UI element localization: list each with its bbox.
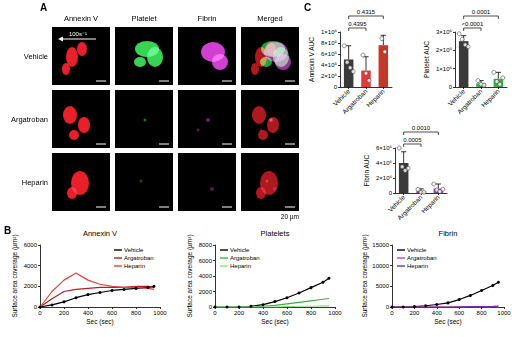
svg-text:Vehicle: Vehicle bbox=[124, 247, 144, 253]
svg-text:400: 400 bbox=[83, 310, 94, 316]
svg-text:1000: 1000 bbox=[153, 310, 167, 316]
svg-text:600: 600 bbox=[107, 310, 118, 316]
svg-text:0: 0 bbox=[334, 84, 338, 90]
svg-text:0: 0 bbox=[389, 190, 393, 196]
svg-text:Heparin: Heparin bbox=[365, 87, 387, 109]
svg-text:2000: 2000 bbox=[24, 283, 38, 289]
svg-text:Surface area coverage (µm²): Surface area coverage (µm²) bbox=[186, 234, 194, 317]
svg-text:Merged: Merged bbox=[257, 14, 282, 23]
svg-text:600: 600 bbox=[282, 310, 293, 316]
svg-text:1×10⁶: 1×10⁶ bbox=[436, 66, 453, 72]
svg-text:2×10⁶: 2×10⁶ bbox=[376, 175, 393, 181]
svg-text:15000: 15000 bbox=[372, 242, 389, 248]
svg-text:Sec (sec): Sec (sec) bbox=[86, 318, 113, 326]
svg-text:Vehicle: Vehicle bbox=[24, 52, 48, 61]
svg-text:Heparin: Heparin bbox=[124, 263, 145, 269]
svg-text:20 µm: 20 µm bbox=[281, 213, 299, 221]
svg-text:Vehicle: Vehicle bbox=[446, 87, 467, 108]
svg-text:Vehicle: Vehicle bbox=[331, 87, 352, 108]
svg-text:0: 0 bbox=[390, 310, 394, 316]
svg-text:Fibrin: Fibrin bbox=[439, 229, 458, 238]
svg-text:2×10⁶: 2×10⁶ bbox=[436, 47, 453, 53]
svg-text:4×10⁶: 4×10⁶ bbox=[376, 160, 393, 166]
svg-text:2000: 2000 bbox=[199, 289, 213, 295]
svg-text:4000: 4000 bbox=[199, 273, 213, 279]
svg-text:Vehicle: Vehicle bbox=[407, 247, 427, 253]
svg-text:8×10⁵: 8×10⁵ bbox=[321, 40, 338, 46]
svg-text:Annexin V: Annexin V bbox=[64, 14, 98, 23]
svg-text:1000: 1000 bbox=[497, 310, 511, 316]
svg-text:Surface area coverage (µm²): Surface area coverage (µm²) bbox=[11, 234, 19, 317]
svg-text:Annexin V: Annexin V bbox=[83, 229, 117, 238]
svg-text:0: 0 bbox=[38, 310, 42, 316]
svg-text:Platelet AUC: Platelet AUC bbox=[423, 41, 430, 78]
svg-text:Sec (sec): Sec (sec) bbox=[261, 318, 288, 326]
svg-text:200: 200 bbox=[59, 310, 70, 316]
svg-text:Argatroban: Argatroban bbox=[407, 255, 437, 261]
svg-text:100s⁻¹: 100s⁻¹ bbox=[69, 31, 87, 37]
svg-text:200: 200 bbox=[234, 310, 245, 316]
svg-text:0: 0 bbox=[449, 84, 453, 90]
svg-text:Argatroban: Argatroban bbox=[11, 115, 48, 124]
svg-text:0.4315: 0.4315 bbox=[357, 9, 376, 15]
svg-text:600: 600 bbox=[454, 310, 465, 316]
svg-text:Fibrin AUC: Fibrin AUC bbox=[363, 154, 370, 186]
svg-text:Platelet: Platelet bbox=[131, 14, 157, 23]
svg-text:6×10⁶: 6×10⁶ bbox=[376, 145, 393, 151]
svg-text:3×10⁶: 3×10⁶ bbox=[436, 29, 453, 35]
svg-text:2×10⁵: 2×10⁵ bbox=[321, 73, 338, 79]
svg-text:0: 0 bbox=[386, 304, 390, 310]
svg-text:0.4395: 0.4395 bbox=[348, 21, 367, 27]
svg-text:Argatroban: Argatroban bbox=[124, 255, 154, 261]
svg-text:Surface area coverage (µm²): Surface area coverage (µm²) bbox=[361, 234, 369, 317]
svg-text:Vehicle: Vehicle bbox=[230, 247, 250, 253]
svg-text:Platelets: Platelets bbox=[261, 229, 290, 238]
svg-text:10000: 10000 bbox=[372, 263, 389, 269]
svg-text:Argatroban: Argatroban bbox=[341, 87, 370, 116]
svg-text:Heparin: Heparin bbox=[420, 193, 442, 215]
svg-text:Heparin: Heparin bbox=[480, 87, 502, 109]
svg-text:Argatroban: Argatroban bbox=[456, 87, 485, 116]
svg-text:Argatroban: Argatroban bbox=[396, 193, 425, 222]
svg-text:0.0005: 0.0005 bbox=[403, 137, 422, 143]
svg-text:1×10⁶: 1×10⁶ bbox=[321, 29, 338, 35]
svg-text:Fibrin: Fibrin bbox=[198, 14, 217, 23]
svg-text:Heparin: Heparin bbox=[22, 178, 48, 187]
svg-text:<0.0001: <0.0001 bbox=[461, 21, 484, 27]
svg-text:5000: 5000 bbox=[376, 283, 390, 289]
svg-text:0: 0 bbox=[209, 304, 213, 310]
svg-text:800: 800 bbox=[306, 310, 317, 316]
svg-text:Argatroban: Argatroban bbox=[230, 255, 260, 261]
svg-text:Sec (sec): Sec (sec) bbox=[434, 318, 461, 326]
svg-text:4×10⁵: 4×10⁵ bbox=[321, 62, 338, 68]
svg-text:Vehicle: Vehicle bbox=[386, 193, 407, 214]
svg-text:400: 400 bbox=[432, 310, 443, 316]
svg-text:Heparin: Heparin bbox=[407, 263, 428, 269]
svg-text:200: 200 bbox=[409, 310, 420, 316]
svg-text:Heparin: Heparin bbox=[230, 263, 251, 269]
svg-text:400: 400 bbox=[258, 310, 269, 316]
svg-text:Annexin V AUC: Annexin V AUC bbox=[308, 37, 315, 82]
svg-text:6×10⁵: 6×10⁵ bbox=[321, 51, 338, 57]
svg-text:B: B bbox=[4, 225, 11, 236]
svg-text:8000: 8000 bbox=[199, 242, 213, 248]
svg-text:800: 800 bbox=[477, 310, 488, 316]
svg-text:0.0001: 0.0001 bbox=[472, 9, 491, 15]
svg-text:4000: 4000 bbox=[24, 263, 38, 269]
svg-text:0.0010: 0.0010 bbox=[412, 125, 431, 131]
svg-text:6000: 6000 bbox=[199, 258, 213, 264]
svg-text:0: 0 bbox=[213, 310, 217, 316]
svg-text:A: A bbox=[40, 2, 47, 13]
svg-text:0: 0 bbox=[34, 304, 38, 310]
svg-text:6000: 6000 bbox=[24, 242, 38, 248]
svg-text:800: 800 bbox=[131, 310, 142, 316]
svg-text:C: C bbox=[304, 2, 311, 13]
svg-text:1000: 1000 bbox=[328, 310, 342, 316]
